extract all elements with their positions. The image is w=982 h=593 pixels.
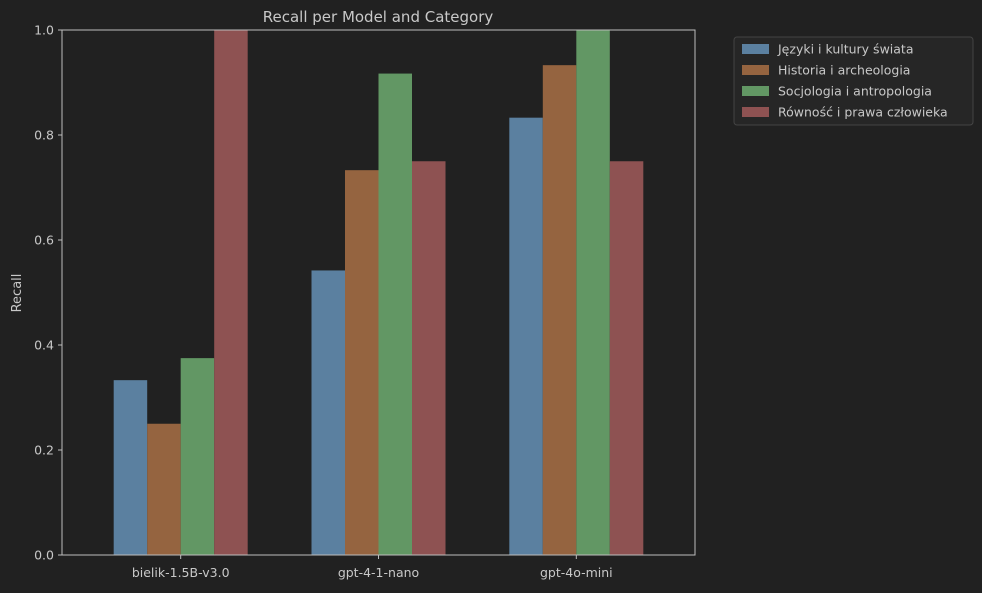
bar-2-1 [378, 73, 412, 555]
legend-label: Równość i prawa człowieka [778, 105, 948, 120]
bar-3-2 [609, 161, 644, 555]
bars-group [113, 30, 644, 556]
y-tick-label: 0.4 [34, 338, 54, 353]
bar-1-2 [542, 65, 577, 556]
axes-group: 0.0 0.2 0.4 0.6 0.8 1.0 bielik-1.5B-v3.0 gpt-4-… [34, 23, 696, 580]
y-tick-label: 0.8 [34, 128, 54, 143]
legend-swatch [742, 86, 769, 96]
bar-2-0 [180, 358, 215, 556]
chart-title: Recall per Model and Category [263, 8, 494, 26]
bar-1-1 [345, 170, 379, 555]
x-tick-label: bielik-1.5B-v3.0 [132, 565, 230, 580]
y-tick-label: 0.2 [34, 443, 54, 458]
bar-0-2 [509, 117, 543, 556]
legend-swatch [742, 65, 769, 75]
y-tick-label: 0.0 [34, 548, 54, 563]
legend-box [733, 36, 974, 126]
x-tick-label: gpt-4o-mini [540, 565, 613, 580]
legend-label: Języki i kultury świata [777, 42, 913, 57]
bar-0-1 [311, 270, 345, 555]
legend: Języki i kultury świata Historia i archeo… [733, 36, 974, 126]
legend-label: Historia i archeologia [778, 63, 910, 78]
x-tick-label: gpt-4-1-nano [338, 565, 419, 580]
bar-0-0 [113, 380, 148, 555]
y-axis-label: Recall [10, 274, 25, 313]
bar-2-2 [576, 30, 610, 555]
bar-3-0 [214, 30, 248, 555]
bar-3-1 [412, 161, 446, 555]
legend-swatch [742, 107, 769, 117]
y-tick-label: 1.0 [34, 23, 54, 38]
y-tick-label: 0.6 [34, 233, 54, 248]
legend-label: Socjologia i antropologia [778, 84, 932, 99]
bar-1-0 [147, 423, 181, 555]
legend-swatch [742, 44, 769, 54]
